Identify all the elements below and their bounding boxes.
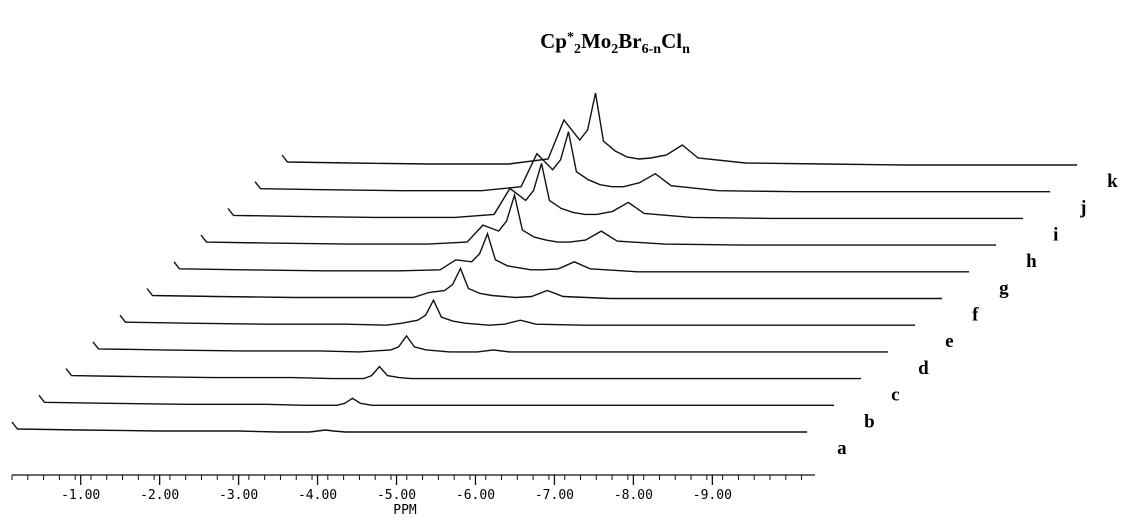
spectrum-trace [65,365,862,380]
title-part: Mo [581,29,611,53]
trace-label: h [1026,251,1037,272]
trace-label: b [864,411,875,432]
title-part: 2 [611,42,618,57]
title-part: 6-n [642,42,662,57]
spectrum-trace [173,231,970,273]
trace-label: i [1053,224,1058,245]
spectrum-trace [11,421,808,433]
x-tick-label: -4.00 [298,488,337,503]
trace-label: g [999,278,1009,299]
spectrum-trace [92,334,889,353]
spectrum-trace [38,394,835,406]
x-tick-label: -8.00 [614,488,653,503]
x-tick-label: -5.00 [377,488,416,503]
spectrum-trace [200,192,997,246]
x-tick-label: -7.00 [535,488,574,503]
trace-label: j [1079,198,1086,219]
x-tick-label: -3.00 [219,488,258,503]
trace-label: a [837,438,847,459]
spectrum-trace [281,92,1078,166]
x-tick-label: -6.00 [456,488,495,503]
trace-label: c [891,385,899,406]
chart-title: Cp*​2​Mo2​Br6-n​Cln​ [540,29,690,57]
spectrum-trace [119,298,916,326]
title-part: Br [618,29,641,53]
spectrum-trace [254,131,1051,193]
x-tick-label: -1.00 [61,488,100,503]
trace-label: e [945,331,953,352]
title-part: 2 [574,42,581,57]
spectrum-trace [146,266,943,300]
spectrum-trace [227,163,1024,220]
title-part: n [682,42,690,57]
x-tick-label: -9.00 [693,488,732,503]
title-part: Cp [540,29,567,53]
x-tick-label: -2.00 [140,488,179,503]
x-axis-label: PPM [393,503,417,518]
trace-label: k [1107,171,1118,192]
trace-label: d [918,358,929,379]
title-part: Cl [661,29,682,53]
trace-label: f [972,305,979,326]
title-part: * [567,30,574,45]
